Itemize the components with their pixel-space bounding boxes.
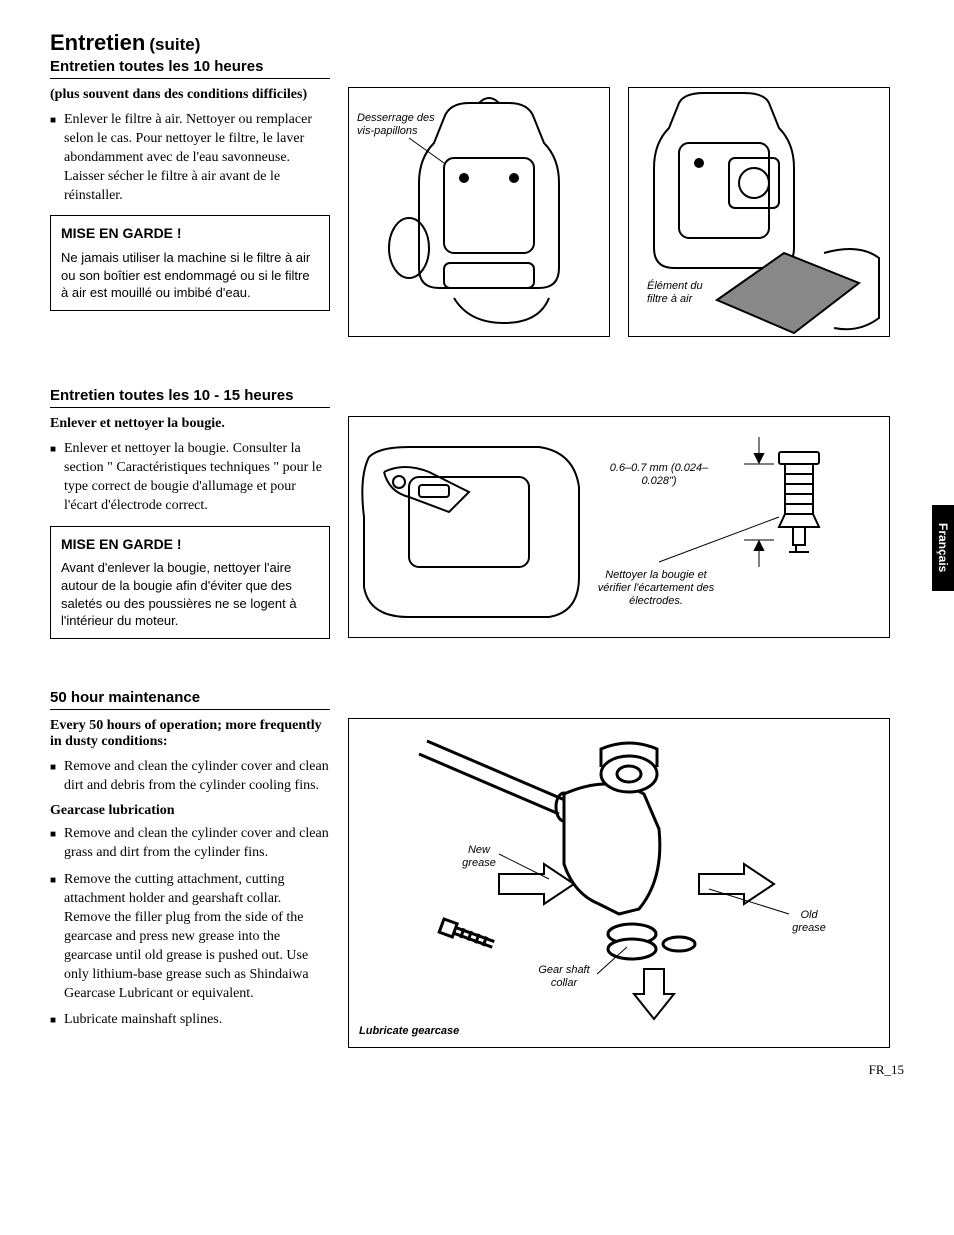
section1-figure1: Desserrage des vis-papillons [348, 87, 610, 337]
section1-warning: MISE EN GARDE ! Ne jamais utiliser la ma… [50, 215, 330, 311]
fig-new-label: New grease [454, 844, 504, 870]
bullet-marker: ■ [50, 825, 64, 863]
section2-warning: MISE EN GARDE ! Avant d'enlever la bougi… [50, 526, 330, 639]
section-10h: Entretien toutes les 10 heures (plus sou… [50, 58, 904, 337]
section1-bullet1-text: Enlever le filtre à air. Nettoyer ou rem… [64, 111, 330, 205]
page-title: Entretien (suite) [50, 30, 904, 56]
fig-caption-label: Nettoyer la bougie et vérifier l'écartem… [596, 569, 716, 609]
page-number: FR_15 [869, 1062, 904, 1078]
fig1-label: Desserrage des vis-papillons [357, 112, 447, 138]
section2-bullet1: ■ Enlever et nettoyer la bougie. Consult… [50, 440, 330, 516]
section2-warning-text: Avant d'enlever la bougie, nettoyer l'ai… [61, 559, 319, 629]
fig-gap-label: 0.6–0.7 mm (0.024–0.028") [609, 462, 709, 488]
section1-warning-text: Ne jamais utiliser la machine si le filt… [61, 249, 319, 302]
section1-figure2: Élément du filtre à air [628, 87, 890, 337]
section3-bullet2-text: Remove and clean the cylinder cover and … [64, 825, 330, 863]
section3-heading: 50 hour maintenance [50, 689, 330, 710]
section3-text-col: Every 50 hours of operation; more freque… [50, 718, 330, 1048]
section1-text-col: (plus souvent dans des conditions diffic… [50, 87, 330, 337]
section3-figure: New grease Old grease Gear shaft collar … [348, 718, 890, 1048]
section3-bullet3-text: Remove the cutting attachment, cutting a… [64, 871, 330, 1003]
section3-bullet1: ■ Remove and clean the cylinder cover an… [50, 758, 330, 796]
section3-bullet1-text: Remove and clean the cylinder cover and … [64, 758, 330, 796]
section2-figure: 0.6–0.7 mm (0.024–0.028") Nettoyer la bo… [348, 416, 890, 638]
section1-note: (plus souvent dans des conditions diffic… [50, 87, 330, 103]
section2-text-col: Enlever et nettoyer la bougie. ■ Enlever… [50, 416, 330, 639]
fig2-label: Élément du filtre à air [647, 280, 717, 306]
section3-bullet4-text: Lubricate mainshaft splines. [64, 1011, 330, 1030]
fig-collar-label: Gear shaft collar [529, 964, 599, 990]
section2-warning-heading: MISE EN GARDE ! [61, 535, 319, 554]
section3-bullet2: ■ Remove and clean the cylinder cover an… [50, 825, 330, 863]
fig-old-label: Old grease [784, 909, 834, 935]
bullet-marker: ■ [50, 758, 64, 796]
fig-caption3: Lubricate gearcase [359, 1025, 559, 1038]
title-main: Entretien [50, 30, 145, 55]
section3-bullet4: ■ Lubricate mainshaft splines. [50, 1011, 330, 1030]
bullet-marker: ■ [50, 871, 64, 1003]
section1-heading: Entretien toutes les 10 heures [50, 58, 330, 79]
fig4-svg [349, 719, 891, 1049]
section2-bold: Enlever et nettoyer la bougie. [50, 416, 330, 432]
section1-bullet1: ■ Enlever le filtre à air. Nettoyer ou r… [50, 111, 330, 205]
bullet-marker: ■ [50, 440, 64, 516]
section1-warning-heading: MISE EN GARDE ! [61, 224, 319, 243]
bullet-marker: ■ [50, 111, 64, 205]
title-sub: (suite) [149, 35, 200, 54]
section3-subheading: Gearcase lubrication [50, 803, 330, 819]
section3-bullet3: ■ Remove the cutting attachment, cutting… [50, 871, 330, 1003]
section-15h: Entretien toutes les 10 - 15 heures Enle… [50, 387, 904, 639]
bullet-marker: ■ [50, 1011, 64, 1030]
language-tab: Français [932, 505, 954, 591]
section3-bold: Every 50 hours of operation; more freque… [50, 718, 330, 750]
section2-bullet1-text: Enlever et nettoyer la bougie. Consulter… [64, 440, 330, 516]
section2-heading: Entretien toutes les 10 - 15 heures [50, 387, 330, 408]
section-50h: 50 hour maintenance Every 50 hours of op… [50, 689, 904, 1048]
